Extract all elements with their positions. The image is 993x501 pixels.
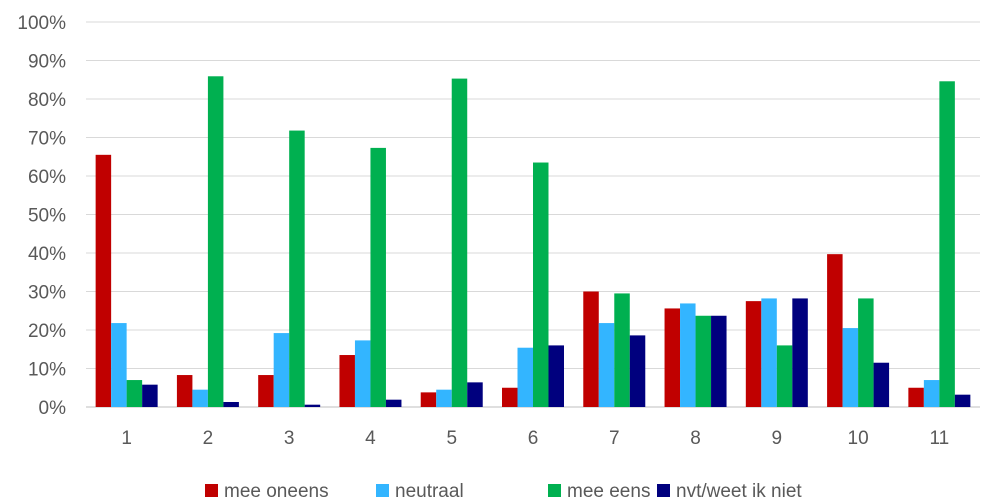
bar: [339, 355, 355, 407]
y-tick-label: 90%: [28, 52, 66, 73]
bar: [436, 389, 452, 407]
x-tick-label: 4: [365, 428, 376, 449]
bar: [273, 333, 290, 407]
legend-swatch: [548, 484, 561, 497]
y-tick-label: 100%: [17, 13, 66, 34]
x-tick-label: 3: [284, 428, 295, 449]
bar: [711, 315, 727, 407]
bar: [827, 254, 843, 407]
bar: [695, 315, 712, 407]
bar: [858, 298, 874, 407]
bar: [745, 301, 762, 407]
x-tick-label: 9: [772, 428, 783, 449]
bar: [873, 362, 890, 407]
bar: [385, 399, 402, 407]
bar: [533, 162, 549, 407]
bar: [142, 384, 158, 407]
bar: [223, 401, 239, 407]
bar: [954, 394, 971, 407]
y-tick-label: 70%: [28, 129, 66, 150]
bar: [598, 323, 615, 407]
bar: [664, 308, 681, 407]
bar: [207, 76, 224, 407]
x-tick-label: 11: [929, 428, 949, 449]
legend-swatch: [657, 484, 670, 497]
bar: [258, 375, 274, 407]
y-tick-label: 30%: [28, 283, 66, 304]
x-tick-label: 6: [528, 428, 539, 449]
bar: [792, 298, 808, 407]
bar: [176, 375, 193, 407]
bar: [923, 380, 940, 407]
x-tick-label: 10: [848, 428, 869, 449]
bar: [776, 345, 793, 407]
bar: [451, 78, 468, 407]
legend-label: neutraal: [395, 481, 464, 501]
bar: [289, 130, 305, 407]
x-tick-label: 2: [203, 428, 214, 449]
bar: [420, 392, 437, 407]
bar: [908, 387, 924, 407]
bar: [939, 81, 955, 407]
legend-label: mee oneens: [224, 481, 329, 501]
bar: [126, 380, 143, 407]
bar: [111, 323, 127, 407]
legend: mee oneens neutraal mee eens nvt/weet ik ni…: [205, 481, 802, 501]
bar: [95, 154, 112, 407]
y-tick-label: 40%: [28, 244, 66, 265]
bar: [370, 147, 386, 407]
bar: [354, 340, 371, 407]
bar: [842, 328, 859, 407]
x-tick-label: 5: [446, 428, 457, 449]
x-tick-label: 1: [121, 428, 132, 449]
bar: [548, 345, 564, 407]
bar: [614, 293, 630, 407]
bar: [192, 389, 208, 407]
legend-swatch: [205, 484, 218, 497]
y-tick-label: 0%: [39, 398, 67, 419]
legend-label: mee eens: [567, 481, 650, 501]
legend-label: nvt/weet ik niet: [676, 481, 802, 501]
bar: [629, 335, 646, 407]
x-tick-label: 8: [690, 428, 701, 449]
bar: [304, 404, 321, 407]
x-tick-label: 7: [609, 428, 620, 449]
y-tick-label: 10%: [28, 360, 66, 381]
legend-swatch: [376, 484, 389, 497]
y-axis-tick-labels: 0% 10% 20% 30% 40% 50% 60% 70% 80% 90% 100%: [17, 13, 66, 419]
bars: [95, 76, 971, 407]
y-tick-label: 50%: [28, 206, 66, 227]
bar: [467, 382, 483, 407]
y-tick-label: 60%: [28, 167, 66, 188]
y-tick-label: 20%: [28, 321, 66, 342]
bar: [583, 291, 599, 407]
bar: [680, 303, 696, 407]
y-tick-label: 80%: [28, 90, 66, 111]
x-axis-tick-labels: 1 2 3 4 5 6 7 8 9 10 11: [121, 428, 949, 449]
bar: [761, 298, 777, 407]
bar: [502, 387, 518, 407]
bar: [517, 347, 533, 407]
